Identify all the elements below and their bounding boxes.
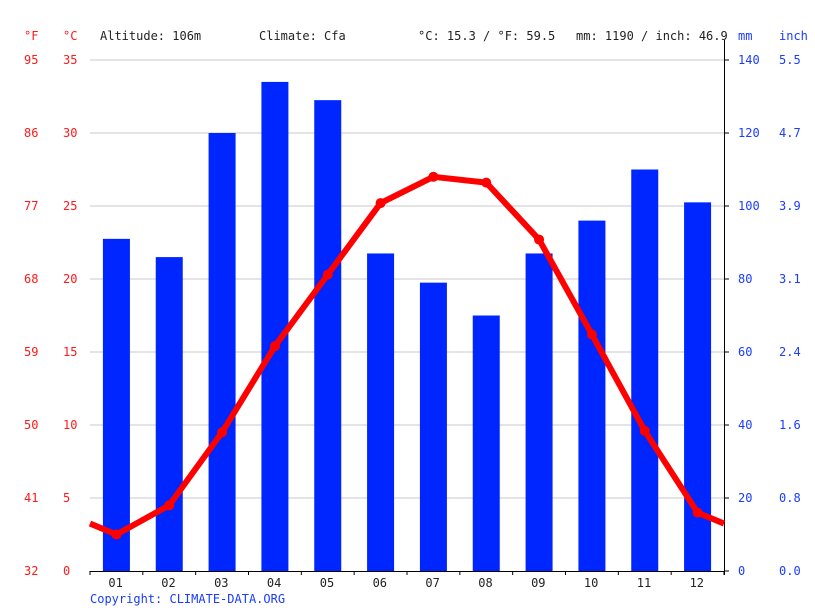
fahrenheit-tick: 50 bbox=[24, 418, 39, 432]
month-label: 09 bbox=[531, 576, 546, 590]
inch-tick: 1.6 bbox=[779, 418, 801, 432]
month-label: 08 bbox=[478, 576, 493, 590]
temperature-point bbox=[269, 341, 280, 352]
temperature-point bbox=[375, 198, 386, 209]
temperature-point bbox=[322, 269, 333, 280]
celsius-tick: 30 bbox=[63, 126, 78, 140]
inch-tick: 3.1 bbox=[779, 272, 801, 286]
fahrenheit-tick: 86 bbox=[24, 126, 39, 140]
month-label: 07 bbox=[425, 576, 440, 590]
mm-tick: 140 bbox=[738, 53, 760, 67]
fahrenheit-tick: 77 bbox=[24, 199, 39, 213]
month-label: 06 bbox=[372, 576, 388, 590]
temperature-line bbox=[88, 173, 726, 538]
precipitation-bar bbox=[419, 282, 447, 571]
inch-tick: 2.4 bbox=[779, 345, 801, 359]
copyright-link[interactable]: Copyright: CLIMATE-DATA.ORG bbox=[90, 592, 286, 606]
mm-tick: 100 bbox=[738, 199, 760, 213]
celsius-tick: 10 bbox=[63, 418, 78, 432]
inch-tick: 0.0 bbox=[779, 564, 801, 578]
month-label: 01 bbox=[108, 576, 123, 590]
precipitation-summary: mm: 1190 / inch: 46.9 bbox=[576, 29, 728, 43]
mm-tick: 0 bbox=[738, 564, 746, 578]
fahrenheit-tick: 32 bbox=[24, 564, 39, 578]
month-label: 11 bbox=[636, 576, 652, 590]
mm-tick: 80 bbox=[738, 272, 753, 286]
precipitation-bar bbox=[525, 253, 553, 571]
mm-tick: 20 bbox=[738, 491, 753, 505]
temperature-point bbox=[639, 425, 650, 436]
climate-label: Climate: Cfa bbox=[259, 29, 346, 43]
temperature-point bbox=[111, 529, 122, 540]
temperature-point bbox=[217, 427, 228, 438]
celsius-tick: 5 bbox=[63, 491, 71, 505]
celsius-tick: 15 bbox=[63, 345, 78, 359]
fahrenheit-tick: 68 bbox=[24, 272, 39, 286]
temperature-point bbox=[586, 329, 597, 340]
precipitation-bar bbox=[631, 169, 659, 571]
month-label: 03 bbox=[214, 576, 229, 590]
month-label: 02 bbox=[161, 576, 176, 590]
mm-tick: 40 bbox=[738, 418, 753, 432]
mm-unit-label: mm bbox=[738, 29, 753, 43]
fahrenheit-tick: 95 bbox=[24, 53, 39, 67]
precipitation-bar bbox=[208, 133, 236, 571]
celsius-unit-label: °C bbox=[63, 29, 78, 43]
precipitation-bar bbox=[472, 315, 500, 571]
celsius-tick: 35 bbox=[63, 53, 78, 67]
fahrenheit-unit-label: °F bbox=[24, 29, 39, 43]
precipitation-bar bbox=[261, 81, 289, 572]
temperature-summary: °C: 15.3 / °F: 59.5 bbox=[418, 29, 556, 43]
mm-tick: 120 bbox=[738, 126, 760, 140]
mm-tick: 60 bbox=[738, 345, 753, 359]
precipitation-bar bbox=[367, 253, 395, 571]
temperature-point bbox=[428, 171, 439, 182]
fahrenheit-tick: 41 bbox=[24, 491, 39, 505]
temperature-point bbox=[164, 500, 175, 511]
celsius-tick: 20 bbox=[63, 272, 78, 286]
month-label: 05 bbox=[319, 576, 335, 590]
precipitation-bar bbox=[155, 257, 183, 571]
precipitation-bar bbox=[578, 220, 606, 571]
inch-tick: 4.7 bbox=[779, 126, 801, 140]
temperature-point bbox=[481, 177, 492, 188]
month-label: 10 bbox=[583, 576, 599, 590]
month-label: 04 bbox=[266, 576, 282, 590]
altitude-label: Altitude: 106m bbox=[100, 29, 202, 43]
precipitation-bar bbox=[314, 100, 342, 572]
temperature-point bbox=[692, 507, 703, 518]
celsius-tick: 25 bbox=[63, 199, 78, 213]
inch-unit-label: inch bbox=[779, 29, 808, 43]
month-label: 12 bbox=[689, 576, 705, 590]
inch-tick: 5.5 bbox=[779, 53, 801, 67]
inch-tick: 0.8 bbox=[779, 491, 801, 505]
precipitation-bar bbox=[102, 238, 130, 571]
temperature-point bbox=[534, 234, 545, 245]
celsius-tick: 0 bbox=[63, 564, 71, 578]
fahrenheit-tick: 59 bbox=[24, 345, 39, 359]
inch-tick: 3.9 bbox=[779, 199, 801, 213]
